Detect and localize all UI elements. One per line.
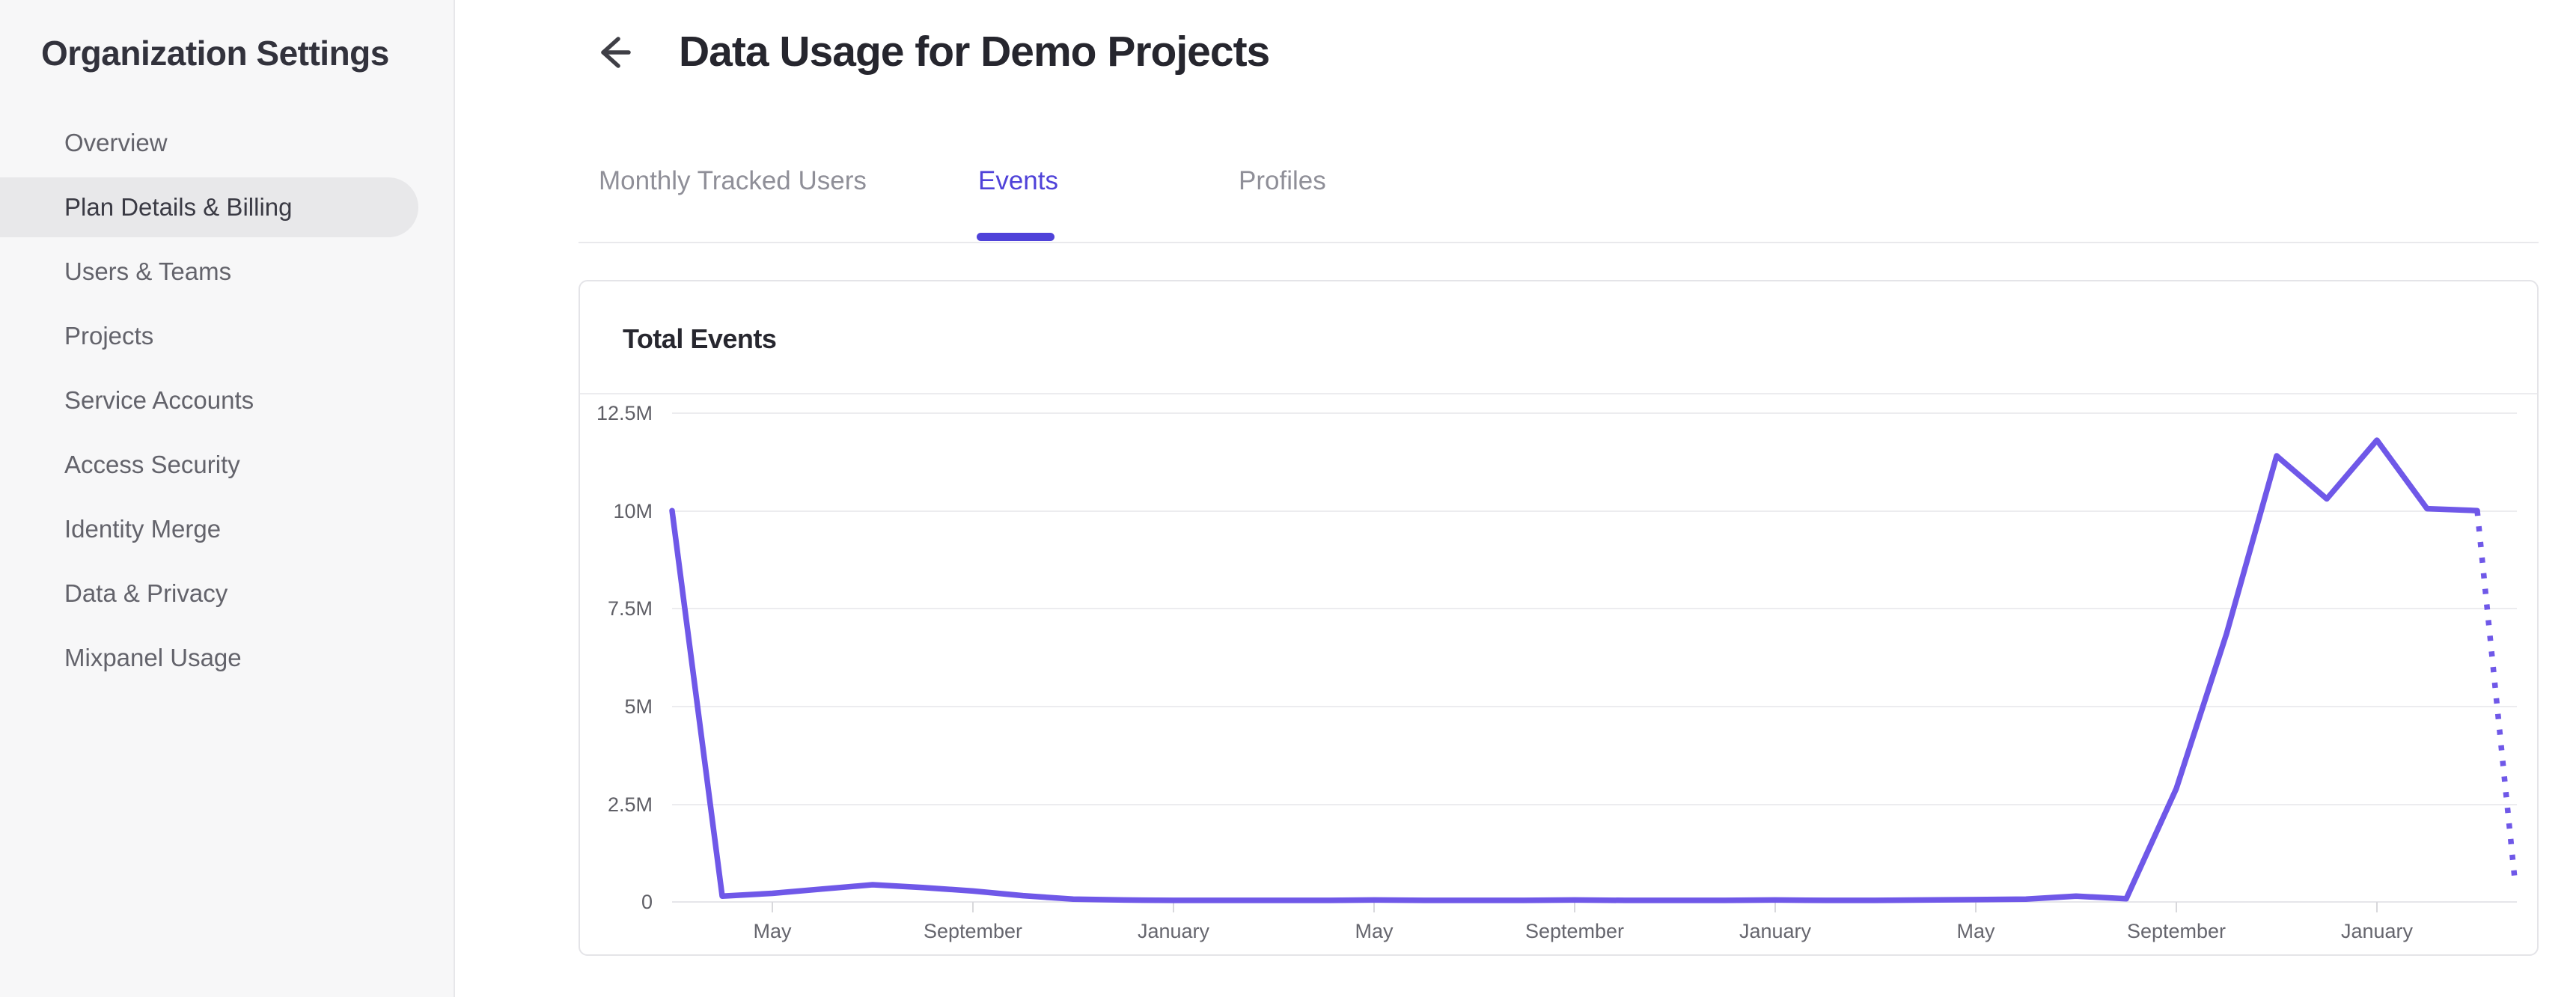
- y-axis-label: 0: [641, 891, 653, 913]
- events-line-chart[interactable]: [579, 393, 2539, 956]
- events-line: [669, 437, 2480, 903]
- y-axis-label: 2.5M: [607, 793, 653, 816]
- y-axis-label: 12.5M: [596, 402, 653, 424]
- sidebar-title: Organization Settings: [41, 34, 389, 73]
- x-axis-label: January: [1739, 920, 1812, 942]
- sidebar-item-data-privacy[interactable]: Data & Privacy: [64, 579, 228, 607]
- y-axis-label: 7.5M: [607, 597, 653, 620]
- left-arrow-icon: [590, 37, 635, 78]
- sidebar-item-projects[interactable]: Projects: [64, 322, 154, 350]
- x-axis-label: May: [753, 920, 792, 942]
- total-events-card: Total Events: [579, 280, 2539, 956]
- active-tab-underline: [977, 233, 1054, 241]
- tab-events[interactable]: Events: [978, 166, 1058, 195]
- card-title: Total Events: [623, 323, 777, 354]
- gridlines: [672, 412, 2517, 903]
- card-divider: [580, 393, 2537, 394]
- sidebar-item-overview[interactable]: Overview: [64, 129, 168, 156]
- x-axis-label: May: [1956, 920, 1995, 942]
- x-axis-label: September: [2126, 920, 2226, 942]
- x-axis-label: May: [1355, 920, 1394, 942]
- sidebar-item-mixpanel-usage[interactable]: Mixpanel Usage: [64, 644, 242, 671]
- projection-dotted-line: [2474, 510, 2518, 885]
- y-axis-label: 10M: [613, 500, 653, 522]
- back-button[interactable]: [590, 30, 635, 75]
- sidebar-item-plan-details-billing[interactable]: Plan Details & Billing: [0, 177, 418, 237]
- y-axis-label: 5M: [624, 695, 653, 718]
- sidebar-item-service-accounts[interactable]: Service Accounts: [64, 386, 254, 414]
- sidebar: Organization Settings Overview Plan Deta…: [0, 0, 455, 997]
- page-title: Data Usage for Demo Projects: [679, 28, 1270, 76]
- sidebar-item-access-security[interactable]: Access Security: [64, 451, 240, 478]
- x-axis-label: September: [1524, 920, 1625, 942]
- tab-bar-border: [579, 242, 2539, 243]
- sidebar-nav: Overview Plan Details & Billing Users & …: [0, 113, 455, 692]
- x-axis-label: January: [2340, 920, 2414, 942]
- sidebar-item-identity-merge[interactable]: Identity Merge: [64, 515, 222, 543]
- x-axis-ticks: [772, 902, 2378, 912]
- tab-monthly-tracked-users[interactable]: Monthly Tracked Users: [599, 166, 867, 195]
- sidebar-item-users-teams[interactable]: Users & Teams: [64, 257, 232, 285]
- tab-profiles[interactable]: Profiles: [1239, 166, 1326, 195]
- x-axis-label: January: [1137, 920, 1210, 942]
- x-axis-label: September: [923, 920, 1023, 942]
